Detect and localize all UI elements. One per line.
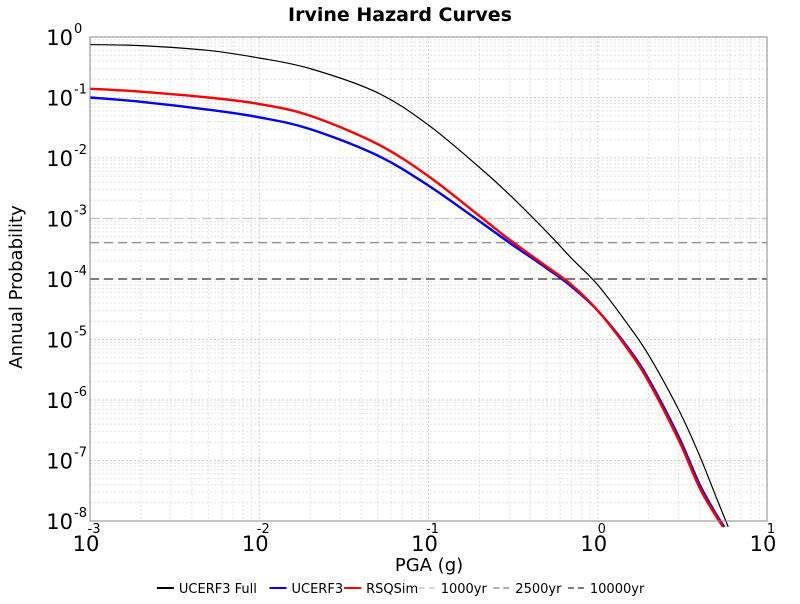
y-tick-label-base: 10 [46,450,73,474]
x-tick-label-exp: -3 [88,522,101,537]
x-tick-label: 10-3 [73,522,101,556]
legend-label: RSQSim [366,582,418,597]
y-tick-label-exp: -5 [74,325,87,340]
y-tick-label-exp: 0 [74,22,82,37]
legend: UCERF3 Full UCERF3 RSQSim 1000yr 2500yr 10000… [156,582,645,597]
legend-label: 10000yr [590,582,645,597]
legend-label: UCERF3 Full [179,582,257,597]
y-tick-label-base: 10 [46,389,73,413]
x-tick-label-base: 10 [411,532,438,556]
legend-item-ucerf3: UCERF3 [269,582,344,597]
chart-title: Irvine Hazard Curves [288,4,512,26]
reference-lines-layer [90,217,767,280]
y-tick-label: 10 -5 [46,325,87,353]
y-tick-label-exp: -6 [74,385,87,400]
y-tick-label-base: 10 [46,87,73,111]
x-tick-label-exp: 0 [598,522,606,537]
legend-item-2500yr: 2500yr [493,582,562,597]
x-axis-label: PGA (g) [395,555,463,576]
series-line-rsqsim [89,87,725,528]
x-tick-label-base: 10 [750,532,777,556]
series-line-ucerf3 [89,96,726,528]
legend-item-ucerf3-full: UCERF3 Full [156,582,257,597]
y-tick-label: 10 -4 [46,264,87,292]
legend-item-rsqsim: RSQSim [344,582,418,597]
legend-item-10000yr: 10000yr [567,582,645,597]
y-tick-label-exp: -8 [74,506,87,521]
y-tick-label: 10 -8 [46,506,87,534]
plot-frame [89,36,768,522]
y-tick-label-base: 10 [46,268,73,292]
y-tick-label-exp: -7 [74,446,87,461]
y-tick-label-base: 10 [46,26,73,50]
x-tick-label-exp: -1 [426,522,439,537]
y-tick-label-base: 10 [46,329,73,353]
x-tick-label: 101 [750,522,777,556]
y-tick-label-base: 10 [46,208,73,232]
x-tick-label-exp: 1 [767,522,775,537]
y-tick-label: 10 0 [46,22,82,50]
legend-label: 2500yr [515,582,562,597]
x-tick-label: 100 [580,522,607,556]
y-tick-label: 10 -2 [46,143,87,171]
y-tick-label: 10 -1 [46,83,87,111]
legend-label: 1000yr [441,582,488,597]
y-tick-label-base: 10 [46,147,73,171]
y-axis-label: Annual Probability [6,205,27,369]
legend-label: UCERF3 [292,582,344,597]
y-tick-label-exp: -2 [74,143,87,158]
series-layer [89,43,729,528]
legend-item-1000yr: 1000yr [418,582,488,597]
series-line-ucerf3-full [89,43,729,528]
x-tick-label: 10-1 [411,522,439,556]
x-tick-label-exp: -2 [257,522,270,537]
x-tick-label-base: 10 [580,532,607,556]
y-tick-label: 10 -3 [46,204,87,232]
y-tick-label-exp: -4 [74,264,87,279]
x-tick-label-base: 10 [73,532,100,556]
y-tick-label: 10 -7 [46,446,87,474]
y-tick-label: 10 -6 [46,385,87,413]
y-tick-label-exp: -1 [74,83,87,98]
x-tick-label-base: 10 [242,532,269,556]
y-tick-label-base: 10 [46,510,73,534]
y-tick-label-exp: -3 [74,204,87,219]
x-tick-label: 10-2 [242,522,270,556]
